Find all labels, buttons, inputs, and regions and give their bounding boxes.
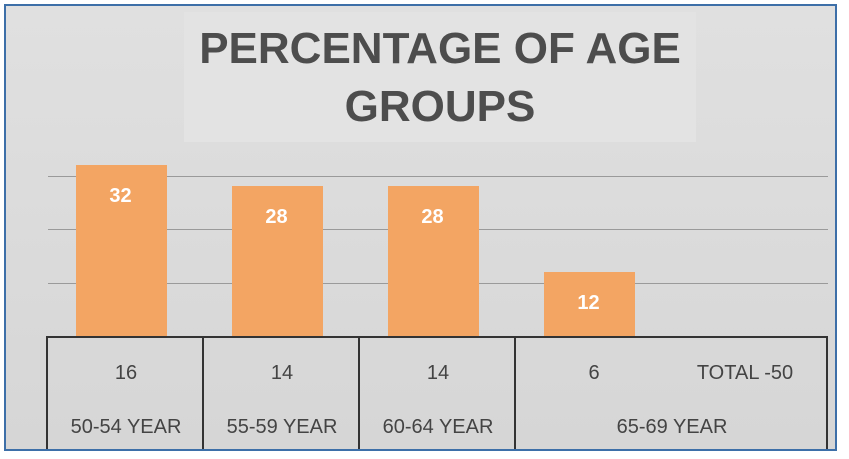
data-label: 12 xyxy=(577,291,600,314)
count-cell: 16 xyxy=(114,362,138,384)
count-cell: 6 xyxy=(588,362,600,384)
table-top-border xyxy=(46,336,828,338)
title-background xyxy=(184,12,696,142)
table-divider xyxy=(358,336,360,449)
data-label: 28 xyxy=(265,206,288,229)
bar-65-69-year xyxy=(543,271,635,336)
total-label: TOTAL -50 xyxy=(696,362,794,384)
table-divider xyxy=(826,336,828,449)
category-label: 65-69 YEAR xyxy=(616,416,728,438)
chart-title-line-1: PERCENTAGE OF AGE xyxy=(199,24,681,73)
category-label: 50-54 YEAR xyxy=(70,416,182,438)
chart-frame: PERCENTAGE OF AGE GROUPS 32 28 28 12 16 14 14 6… xyxy=(4,4,837,451)
chart-title: PERCENTAGE OF AGE GROUPS xyxy=(184,20,696,136)
category-label: 60-64 YEAR xyxy=(382,416,494,438)
chart-title-line-2: GROUPS xyxy=(344,82,536,131)
bar-50-54-year xyxy=(75,164,167,336)
bar-55-59-year xyxy=(231,186,323,336)
gridline xyxy=(48,175,828,177)
table-divider xyxy=(514,336,516,449)
category-label: 55-59 YEAR xyxy=(226,416,338,438)
count-cell: 14 xyxy=(426,362,450,384)
bar-60-64-year xyxy=(387,186,479,336)
table-divider xyxy=(46,336,48,449)
count-cell: 14 xyxy=(270,362,294,384)
data-label: 32 xyxy=(109,184,132,207)
table-divider xyxy=(202,336,204,449)
data-label: 28 xyxy=(421,206,444,229)
